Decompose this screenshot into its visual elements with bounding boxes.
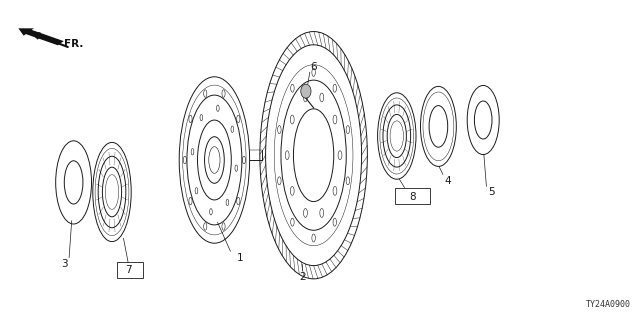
- FancyArrow shape: [19, 28, 64, 45]
- Text: 8: 8: [410, 192, 416, 202]
- Text: TY24A0900: TY24A0900: [586, 300, 630, 309]
- Text: FR.: FR.: [64, 39, 83, 49]
- Text: 1: 1: [237, 252, 243, 263]
- FancyBboxPatch shape: [117, 262, 143, 278]
- Text: 6: 6: [310, 62, 317, 72]
- Text: 3: 3: [61, 259, 67, 269]
- Text: 5: 5: [488, 187, 495, 197]
- Text: 2: 2: [299, 272, 305, 282]
- Text: 4: 4: [445, 176, 451, 186]
- Ellipse shape: [301, 84, 311, 98]
- Text: 7: 7: [125, 265, 131, 276]
- FancyBboxPatch shape: [395, 188, 430, 204]
